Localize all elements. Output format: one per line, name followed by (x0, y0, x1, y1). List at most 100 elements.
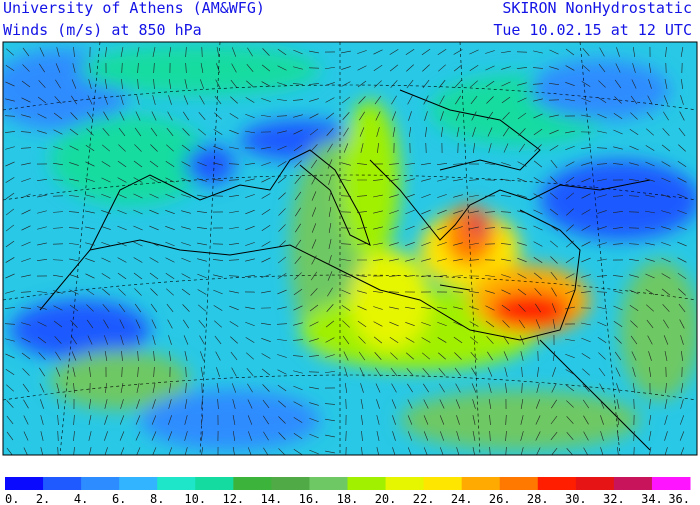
arrow (39, 63, 45, 73)
arrow (309, 449, 319, 455)
header-date: Tue 10.02.15 at 12 UTC (493, 21, 692, 39)
arrow (645, 161, 655, 167)
arrow (277, 369, 287, 375)
arrow (261, 177, 271, 183)
arrow (341, 178, 351, 182)
arrow (661, 177, 671, 183)
arrow (612, 243, 624, 245)
arrow (261, 64, 271, 72)
arrow (181, 257, 191, 263)
arrow (37, 321, 47, 327)
arrow (85, 273, 95, 279)
arrow (597, 194, 607, 198)
arrow (581, 291, 591, 293)
arrow (681, 79, 683, 89)
arrow (326, 304, 334, 312)
arrow (213, 289, 223, 295)
arrow (101, 226, 111, 230)
arrow (121, 62, 123, 74)
arrow (185, 382, 187, 394)
arrow (261, 225, 271, 231)
arrow (181, 242, 191, 246)
arrow (120, 47, 124, 57)
arrow (135, 415, 141, 425)
arrow (119, 319, 125, 329)
arrow (501, 258, 511, 262)
arrow (535, 431, 541, 441)
arrow (37, 336, 47, 344)
arrow (153, 78, 155, 90)
arrow (550, 256, 558, 264)
colorbar-swatch (233, 477, 272, 490)
arrow (5, 98, 15, 102)
colorbar-swatch (651, 477, 691, 490)
arrow (453, 321, 463, 327)
arrow (40, 431, 44, 441)
arrow (216, 63, 220, 73)
arrow (357, 227, 367, 229)
arrow (503, 351, 509, 361)
arrow (405, 225, 415, 231)
arrow (373, 49, 383, 55)
arrow (54, 336, 62, 344)
arrow (246, 63, 254, 73)
arrow (489, 414, 491, 426)
arrow (104, 415, 108, 425)
arrow (311, 239, 317, 249)
arrow (374, 95, 382, 105)
arrow (628, 195, 640, 197)
arrow (245, 225, 255, 231)
arrow (472, 447, 475, 455)
arrow (88, 431, 92, 441)
arrow (664, 447, 668, 455)
arrow (645, 194, 655, 198)
arrow (261, 368, 271, 376)
arrow (213, 145, 223, 151)
arrow (105, 47, 107, 57)
arrow (597, 113, 607, 119)
colorbar-label: 34. (641, 492, 663, 505)
arrow (52, 227, 64, 229)
arrow (550, 271, 558, 281)
arrow (501, 304, 511, 312)
arrow (200, 431, 204, 441)
arrow (536, 335, 540, 345)
arrow (565, 353, 575, 359)
arrow (533, 257, 543, 263)
arrow (614, 336, 622, 344)
arrow (4, 307, 16, 309)
arrow (501, 50, 511, 54)
arrow (661, 288, 671, 296)
arrow (200, 63, 204, 73)
arrow (373, 321, 383, 327)
arrow (405, 306, 415, 310)
arrow (182, 128, 190, 136)
arrow (200, 79, 204, 89)
arrow (357, 305, 367, 311)
arrow (185, 366, 187, 378)
arrow (517, 161, 527, 167)
arrow (454, 352, 462, 360)
arrow (613, 129, 623, 135)
arrow (645, 178, 655, 182)
arrow (357, 211, 367, 213)
arrow (197, 145, 207, 151)
colorbar: 0. 2. 4. 6. 8. 10. 12. 14. 16. 18. 20. 22. 24. 26. 28.… (5, 477, 691, 505)
arrow (185, 46, 187, 58)
arrow (549, 192, 559, 200)
arrow (184, 415, 188, 425)
arrow (104, 399, 108, 409)
arrow (325, 434, 335, 438)
arrow (261, 81, 271, 87)
arrow (37, 306, 47, 310)
arrow (501, 81, 511, 87)
arrow (261, 290, 271, 294)
arrow (341, 162, 351, 166)
arrow (484, 227, 496, 229)
arrow (565, 192, 575, 200)
arrow (425, 127, 427, 137)
arrow (341, 50, 351, 54)
arrow (40, 399, 44, 409)
arrow (389, 64, 399, 72)
arrow (472, 399, 476, 409)
